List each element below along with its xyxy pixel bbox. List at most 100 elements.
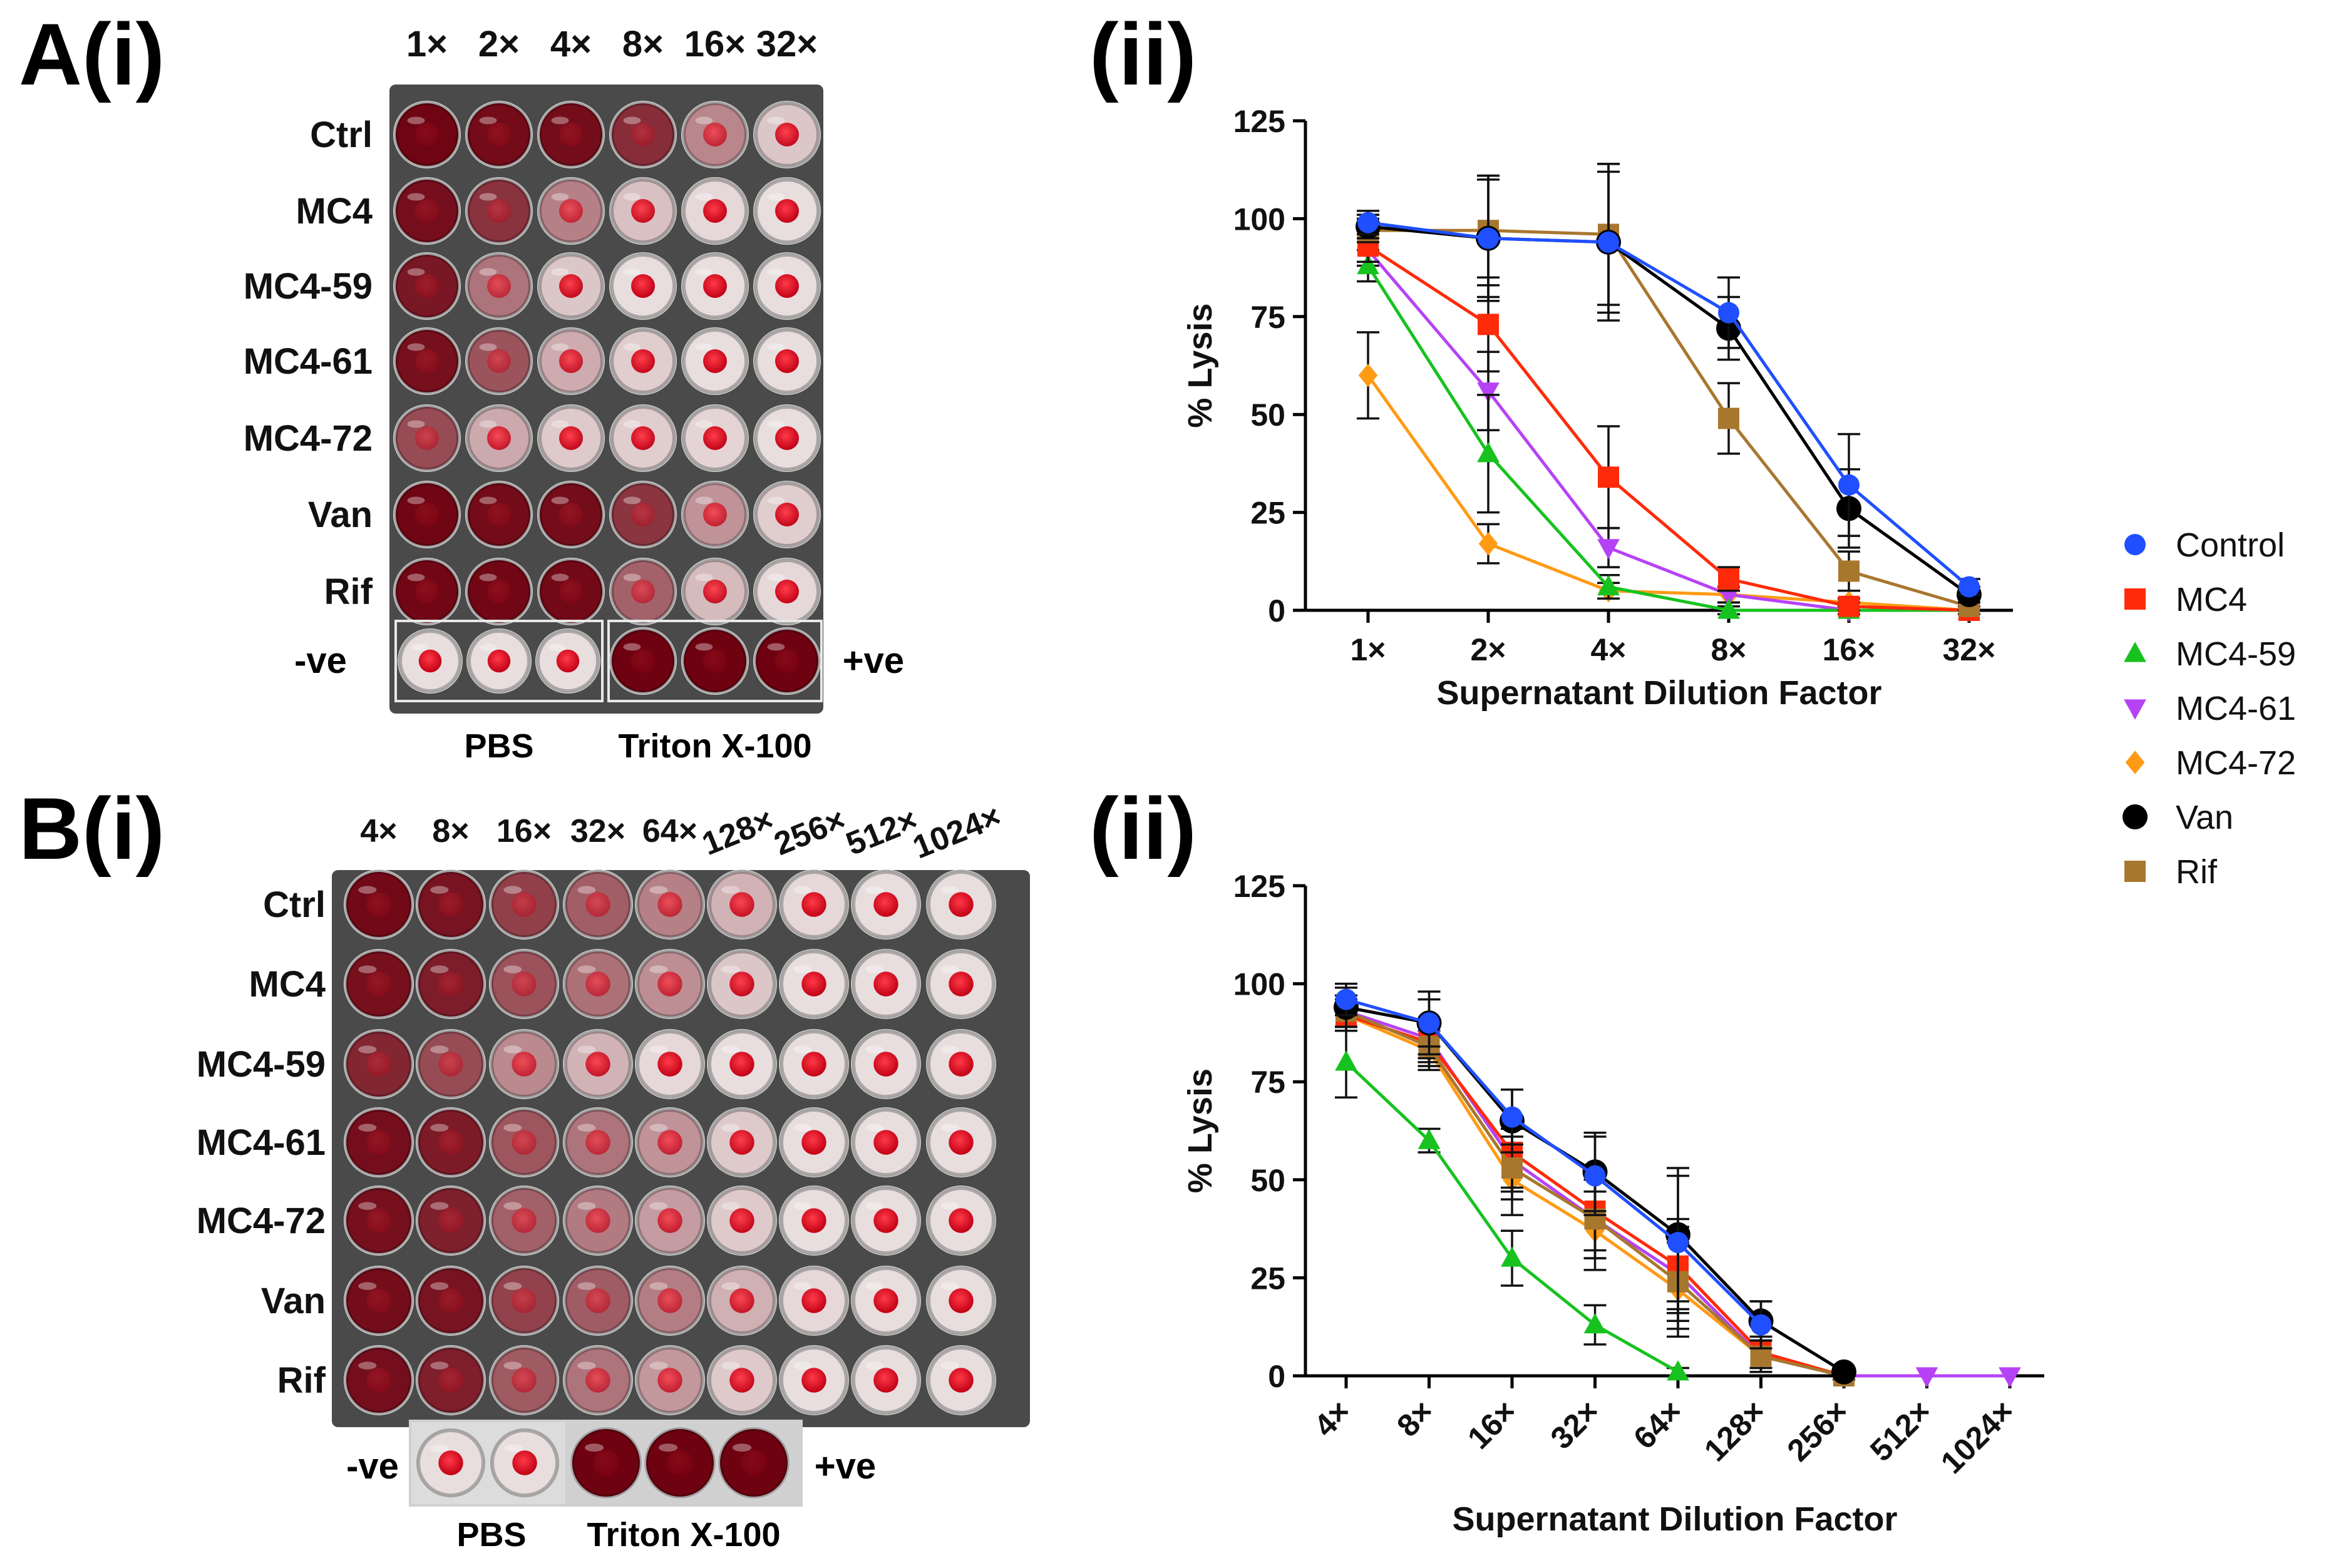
well <box>635 1186 705 1256</box>
row-label: MC4-61 <box>197 1122 326 1163</box>
x-tick-label: 4× <box>1307 1393 1357 1443</box>
well-shadow <box>754 628 820 694</box>
well-shadow <box>682 405 748 471</box>
row-label: MC4 <box>296 191 373 232</box>
well <box>465 177 533 245</box>
well-shadow <box>754 101 820 168</box>
row-label: MC4-59 <box>244 266 373 307</box>
rbc-pellet <box>556 649 580 673</box>
well-highlight <box>767 116 785 125</box>
well-highlight <box>767 343 785 351</box>
well-shadow <box>635 1030 704 1099</box>
rbc-pellet <box>729 1368 754 1393</box>
well-shadow <box>416 870 485 939</box>
well-highlight <box>548 643 566 652</box>
rbc-pellet <box>703 649 727 673</box>
well-highlight <box>767 643 785 651</box>
rbc-pellet <box>585 1130 610 1155</box>
rbc-pellet <box>366 1130 391 1155</box>
data-point <box>1718 568 1739 590</box>
rbc-pellet <box>775 123 799 146</box>
rbc-pellet <box>775 503 799 526</box>
rbc-pellet <box>366 1288 391 1313</box>
well <box>779 1029 849 1099</box>
well <box>489 1107 559 1177</box>
rbc-pellet <box>703 503 727 526</box>
well-highlight <box>551 420 569 428</box>
well-highlight <box>479 193 497 201</box>
well-shadow <box>708 870 776 939</box>
well <box>465 101 533 168</box>
column-label: 128× <box>697 801 778 863</box>
well-shadow <box>635 1108 704 1177</box>
rbc-pellet <box>729 892 754 917</box>
rbc-pellet <box>593 1450 619 1476</box>
well <box>537 558 605 625</box>
well-shadow <box>708 1030 776 1099</box>
y-tick-label: 0 <box>1268 593 1285 628</box>
well-highlight <box>940 1202 959 1210</box>
well <box>753 327 821 395</box>
rbc-pellet <box>631 349 655 373</box>
well <box>635 1345 705 1415</box>
well <box>609 404 677 472</box>
well <box>416 1345 486 1415</box>
well <box>926 1107 996 1177</box>
well <box>344 1107 414 1177</box>
well <box>393 481 461 548</box>
well-shadow <box>610 178 676 244</box>
well <box>344 1345 414 1415</box>
well-highlight <box>695 643 713 651</box>
well-highlight <box>865 1045 884 1053</box>
well-shadow <box>635 1346 704 1415</box>
series-line <box>1367 245 1970 612</box>
well-highlight <box>623 343 641 351</box>
well-shadow <box>610 405 676 471</box>
well <box>681 327 749 395</box>
rbc-pellet <box>438 892 463 917</box>
well-highlight <box>430 1361 449 1370</box>
rbc-pellet <box>631 199 655 223</box>
well-shadow <box>344 950 413 1018</box>
y-tick-label: 125 <box>1233 869 1285 904</box>
panel-label-a: A(i) <box>19 5 165 103</box>
well <box>609 327 677 395</box>
well-shadow <box>610 328 676 394</box>
well-highlight <box>479 116 497 125</box>
well-shadow <box>538 253 604 319</box>
rbc-pellet <box>801 1288 826 1313</box>
well-shadow <box>416 950 485 1018</box>
well <box>779 869 849 940</box>
well <box>416 1107 486 1177</box>
well-shadow <box>708 1346 776 1415</box>
rbc-pellet <box>631 426 655 450</box>
well-shadow <box>754 558 820 625</box>
well-shadow <box>490 870 558 939</box>
rbc-pellet <box>631 649 655 673</box>
rbc-pellet <box>729 1130 754 1155</box>
legend-marker <box>2124 534 2146 555</box>
well-highlight <box>551 116 569 125</box>
well-shadow <box>490 1030 558 1099</box>
well-shadow <box>927 1030 996 1099</box>
well-highlight <box>721 1045 740 1053</box>
row-label: Van <box>261 1281 326 1321</box>
data-point <box>1718 302 1739 324</box>
rbc-pellet <box>512 1288 537 1313</box>
well-shadow <box>852 870 920 939</box>
well-shadow <box>416 1428 485 1497</box>
x-tick-label: 32× <box>1544 1393 1607 1456</box>
y-tick-label: 75 <box>1250 300 1285 335</box>
well-shadow <box>490 1186 558 1255</box>
legend-label: Rif <box>2176 853 2218 891</box>
well-highlight <box>584 1443 604 1452</box>
rbc-pellet <box>873 1130 898 1155</box>
x-tick-label: 512× <box>1863 1393 1938 1468</box>
rbc-pellet <box>366 892 391 917</box>
well-highlight <box>358 965 377 973</box>
rbc-pellet <box>512 1368 537 1393</box>
well-shadow <box>490 1428 559 1497</box>
data-point <box>1717 598 1740 619</box>
well-highlight <box>551 573 569 582</box>
legend-label: Control <box>2176 526 2285 564</box>
